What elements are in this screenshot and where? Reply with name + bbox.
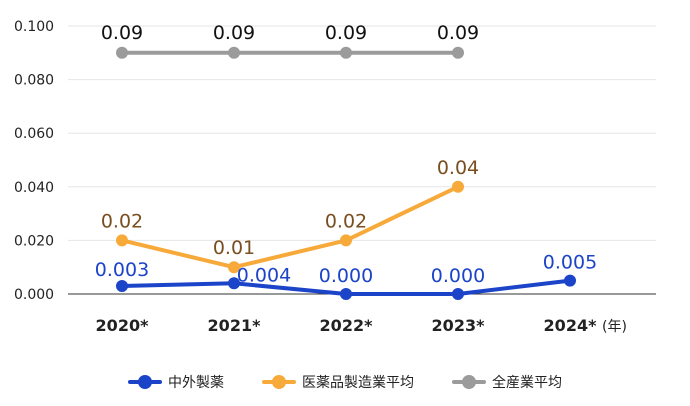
y-tick-label: 0.020 [14, 233, 54, 249]
y-tick-label: 0.080 [14, 73, 54, 89]
data-label: 0.09 [213, 22, 255, 44]
series-line [121, 184, 459, 270]
data-point [228, 46, 240, 59]
series-layer [116, 46, 576, 300]
data-point [340, 234, 352, 247]
data-point [340, 288, 352, 300]
legend-swatch [128, 375, 162, 389]
legend-swatch [262, 375, 296, 389]
x-tick-label: 2020* [96, 316, 150, 335]
y-tick-label: 0.100 [14, 19, 54, 35]
data-point [116, 234, 128, 247]
legend-label: 全産業平均 [492, 375, 562, 391]
x-tick-label: 2021* [208, 316, 262, 335]
x-tick-label: 2022* [320, 316, 374, 335]
legend: 中外製薬 医薬品製造業平均 全産業平均 [0, 370, 690, 394]
data-label: 0.09 [437, 22, 479, 44]
data-label: 0.02 [325, 210, 367, 232]
grid-lines [68, 25, 656, 241]
data-labels: 0.09 0.09 0.09 0.09 0.02 0.01 0.02 0.04 0.003 0.0… [95, 22, 597, 287]
y-tick-label: 0.000 [14, 287, 54, 303]
y-axis: 0.000 0.020 0.040 0.060 0.080 0.100 [14, 19, 54, 303]
data-point [564, 274, 576, 287]
data-point [116, 46, 128, 59]
legend-item: 中外製薬 [128, 372, 224, 392]
x-tick-label: 2024* [544, 316, 598, 335]
legend-label: 中外製薬 [168, 375, 224, 391]
data-point [116, 279, 128, 292]
legend-swatch [452, 375, 486, 389]
data-point [228, 277, 240, 290]
data-point [340, 46, 352, 59]
legend-item: 全産業平均 [452, 372, 562, 392]
data-label: 0.09 [325, 22, 367, 44]
y-tick-label: 0.060 [14, 126, 54, 142]
legend-label: 医薬品製造業平均 [302, 375, 414, 391]
x-tick-label: 2023* [432, 316, 486, 335]
data-label: 0.000 [431, 265, 485, 287]
x-unit-label: (年) [602, 319, 627, 335]
data-label: 0.02 [101, 210, 143, 232]
data-label: 0.004 [237, 264, 291, 286]
data-point [228, 261, 240, 274]
data-label: 0.003 [95, 259, 149, 281]
data-point [452, 288, 464, 300]
data-point [452, 46, 464, 59]
data-label: 0.04 [437, 157, 479, 179]
data-point [452, 180, 464, 193]
data-label: 0.01 [213, 237, 255, 259]
data-label: 0.000 [319, 265, 373, 287]
data-label: 0.09 [101, 22, 143, 44]
data-label: 0.005 [543, 252, 597, 274]
x-axis: 2020* 2021* 2022* 2023* 2024* (年) [68, 293, 656, 335]
legend-item: 医薬品製造業平均 [262, 372, 414, 392]
y-tick-label: 0.040 [14, 180, 54, 196]
